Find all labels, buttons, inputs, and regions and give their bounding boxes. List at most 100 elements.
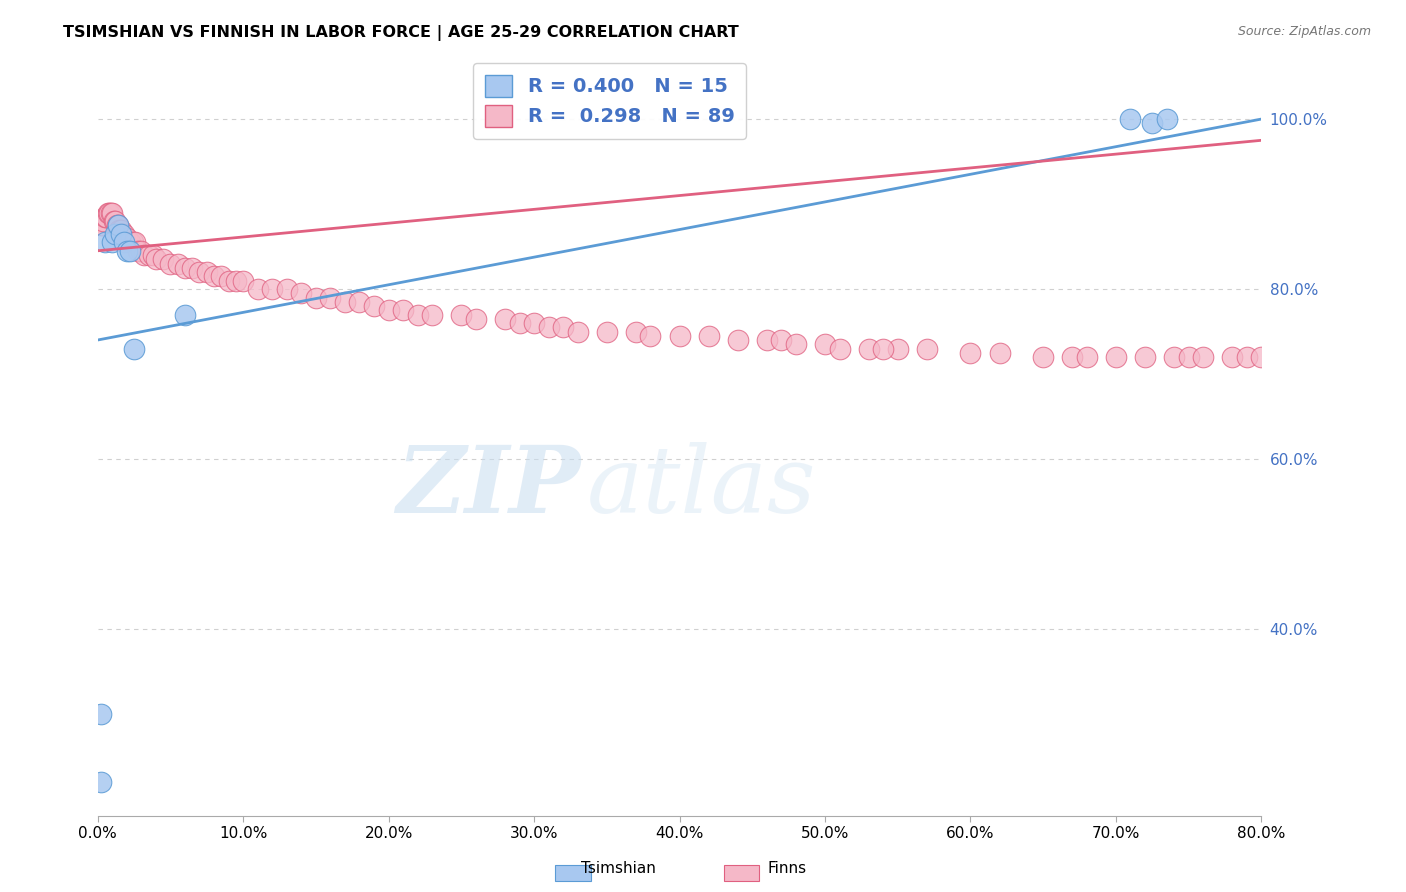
Point bbox=[886, 342, 908, 356]
Point bbox=[134, 248, 156, 262]
Point bbox=[246, 282, 269, 296]
Point bbox=[727, 333, 749, 347]
Point bbox=[91, 219, 114, 233]
Point bbox=[420, 308, 443, 322]
Point bbox=[668, 328, 690, 343]
Text: ZIP: ZIP bbox=[396, 442, 581, 532]
Point bbox=[553, 320, 575, 334]
Point bbox=[1163, 350, 1185, 364]
Legend: R = 0.400   N = 15, R =  0.298   N = 89: R = 0.400 N = 15, R = 0.298 N = 89 bbox=[474, 62, 747, 139]
Point bbox=[93, 214, 115, 228]
Point bbox=[110, 227, 132, 241]
Point bbox=[107, 219, 129, 233]
Point bbox=[110, 222, 132, 236]
Point bbox=[104, 227, 127, 241]
Point bbox=[596, 325, 619, 339]
Point bbox=[363, 299, 385, 313]
Point bbox=[127, 244, 149, 258]
Point bbox=[138, 248, 160, 262]
Point bbox=[166, 256, 188, 270]
Point bbox=[814, 337, 837, 351]
Point bbox=[218, 273, 240, 287]
Point bbox=[145, 252, 167, 267]
Point bbox=[107, 219, 129, 233]
Point bbox=[114, 231, 136, 245]
Point bbox=[1142, 116, 1164, 130]
Point bbox=[988, 345, 1011, 359]
Point bbox=[1236, 350, 1258, 364]
Point bbox=[523, 316, 546, 330]
Point bbox=[115, 231, 138, 245]
Point bbox=[624, 325, 647, 339]
Text: Tsimshian: Tsimshian bbox=[581, 861, 657, 876]
Point bbox=[188, 265, 211, 279]
Point bbox=[377, 303, 399, 318]
Text: Finns: Finns bbox=[768, 861, 807, 876]
Point bbox=[225, 273, 247, 287]
Text: Source: ZipAtlas.com: Source: ZipAtlas.com bbox=[1237, 25, 1371, 38]
Point bbox=[406, 308, 429, 322]
Point bbox=[97, 205, 120, 219]
Point bbox=[537, 320, 560, 334]
Point bbox=[142, 248, 165, 262]
Point bbox=[640, 328, 662, 343]
Point bbox=[101, 205, 124, 219]
Point bbox=[1133, 350, 1156, 364]
Point bbox=[349, 294, 371, 309]
Point bbox=[101, 235, 124, 250]
Point bbox=[392, 303, 415, 318]
Point bbox=[90, 706, 112, 721]
Point bbox=[124, 235, 146, 250]
Point bbox=[1156, 112, 1178, 126]
Point bbox=[333, 294, 356, 309]
Text: TSIMSHIAN VS FINNISH IN LABOR FORCE | AGE 25-29 CORRELATION CHART: TSIMSHIAN VS FINNISH IN LABOR FORCE | AG… bbox=[63, 25, 740, 41]
Point bbox=[232, 273, 254, 287]
Point bbox=[276, 282, 298, 296]
Point bbox=[1032, 350, 1054, 364]
Point bbox=[1105, 350, 1128, 364]
Point bbox=[105, 219, 128, 233]
Point bbox=[152, 252, 174, 267]
Point bbox=[567, 325, 589, 339]
Point bbox=[159, 256, 181, 270]
Point bbox=[174, 308, 197, 322]
Point bbox=[202, 269, 225, 284]
Point bbox=[103, 214, 125, 228]
Point bbox=[181, 260, 204, 275]
Point bbox=[115, 244, 138, 258]
Point bbox=[858, 342, 880, 356]
Point bbox=[195, 265, 218, 279]
Point bbox=[305, 291, 328, 305]
Point bbox=[697, 328, 720, 343]
Point bbox=[1062, 350, 1084, 364]
Point bbox=[872, 342, 894, 356]
Point bbox=[915, 342, 938, 356]
Point bbox=[1119, 112, 1142, 126]
Point bbox=[96, 210, 118, 224]
Point bbox=[98, 205, 121, 219]
Point bbox=[111, 227, 134, 241]
Point bbox=[1220, 350, 1243, 364]
Point bbox=[94, 210, 117, 224]
Point bbox=[118, 235, 141, 250]
Point bbox=[100, 205, 122, 219]
Point bbox=[112, 227, 135, 241]
Point bbox=[464, 311, 486, 326]
Point bbox=[118, 244, 141, 258]
Point bbox=[94, 235, 117, 250]
Point bbox=[785, 337, 807, 351]
Point bbox=[1192, 350, 1215, 364]
Point bbox=[494, 311, 516, 326]
Point bbox=[90, 219, 112, 233]
Point bbox=[290, 286, 312, 301]
Point bbox=[450, 308, 472, 322]
Point bbox=[122, 342, 145, 356]
Point bbox=[959, 345, 981, 359]
Point bbox=[121, 235, 143, 250]
Point bbox=[828, 342, 851, 356]
Point bbox=[209, 269, 232, 284]
Point bbox=[770, 333, 793, 347]
Text: atlas: atlas bbox=[586, 442, 815, 532]
Point bbox=[1250, 350, 1272, 364]
Point bbox=[508, 316, 530, 330]
